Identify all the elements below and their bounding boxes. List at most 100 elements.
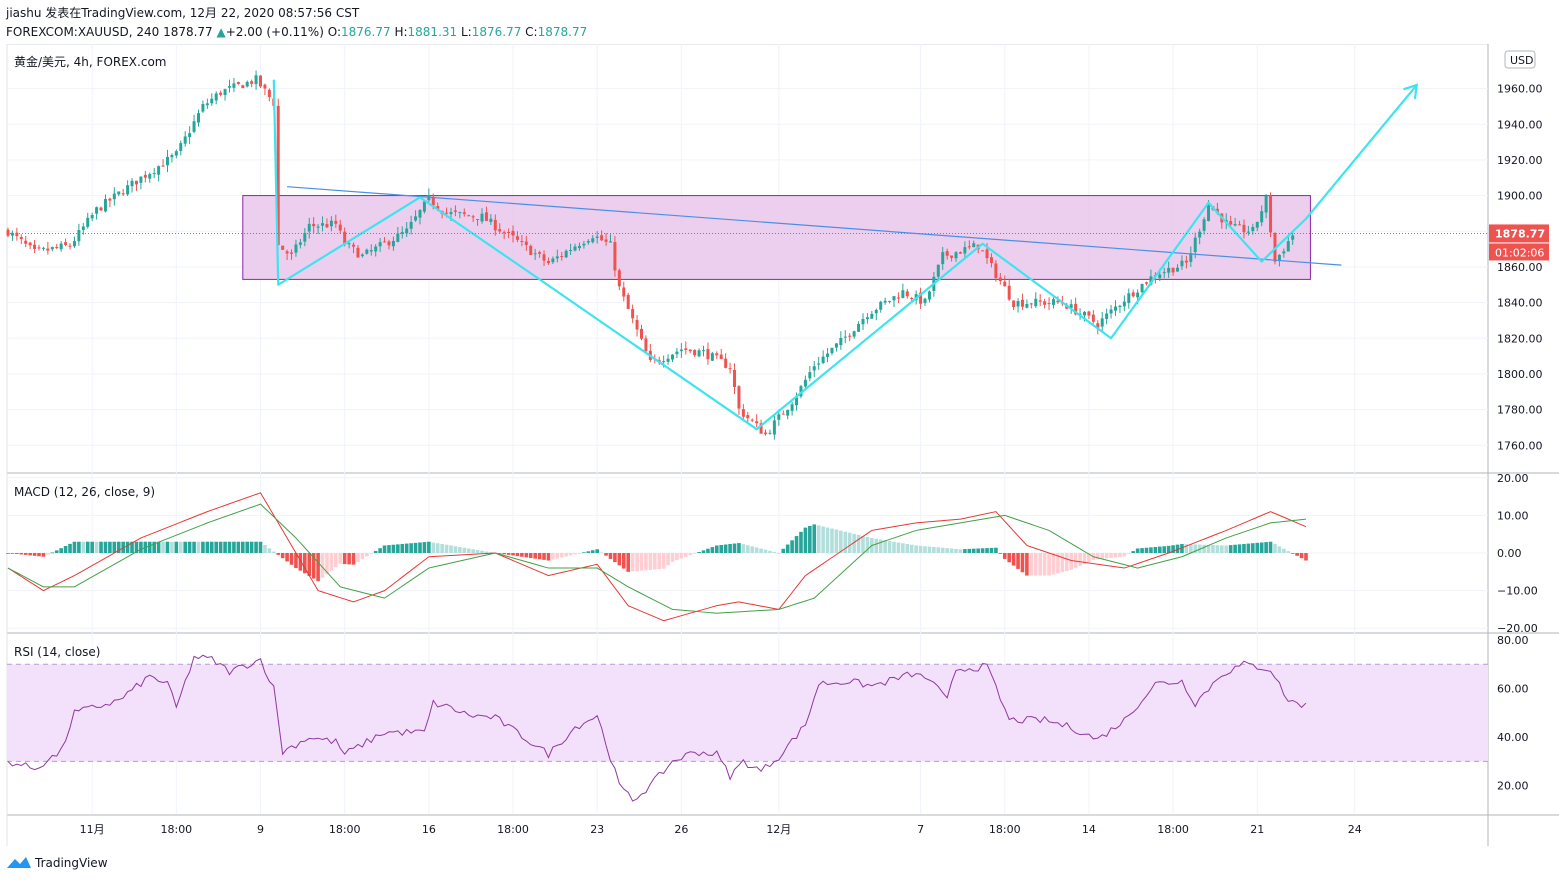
symbol-label[interactable]: FOREXCOM:XAUUSD, 240	[6, 25, 160, 39]
candle-body	[254, 75, 258, 85]
macd-histogram-bar	[635, 553, 639, 572]
macd-histogram-bar	[1060, 553, 1065, 573]
macd-histogram-bar	[896, 542, 901, 553]
candle-body	[679, 349, 683, 352]
macd-histogram-bar	[329, 553, 334, 571]
candle-body	[892, 296, 896, 301]
candle-body	[321, 223, 325, 226]
macd-histogram-bar	[976, 548, 980, 553]
macd-histogram-bar	[949, 548, 954, 553]
current-price-value: 1878.77	[1495, 227, 1545, 240]
candle-body	[1114, 306, 1117, 311]
low-value: 1876.77	[471, 25, 522, 39]
candle-body	[538, 252, 542, 254]
macd-histogram-bar	[546, 553, 551, 561]
x-tick-label: 14	[1082, 823, 1096, 836]
macd-histogram-bar	[214, 541, 219, 553]
macd-histogram-bar	[657, 553, 662, 570]
candle-body	[967, 246, 971, 248]
candle-body	[684, 348, 688, 350]
candle-body	[493, 219, 497, 231]
candle-body	[577, 245, 581, 249]
macd-histogram-bar	[1290, 553, 1295, 554]
macd-histogram-bar	[10, 553, 15, 554]
candle-body	[436, 206, 440, 210]
candle-body	[400, 232, 404, 234]
candle-body	[524, 241, 528, 245]
macd-histogram-bar	[843, 531, 848, 553]
macd-histogram-bar	[914, 545, 918, 553]
macd-histogram-bar	[1304, 553, 1308, 561]
macd-histogram-bar	[360, 553, 365, 560]
candle-body	[152, 173, 156, 175]
macd-histogram-bar	[856, 534, 861, 553]
candle-body	[405, 228, 409, 234]
macd-histogram-bar	[577, 553, 582, 554]
footer-brand[interactable]: TradingView	[6, 856, 108, 870]
macd-histogram-bar	[103, 541, 108, 553]
macd-histogram-bar	[130, 541, 134, 553]
macd-histogram-bar	[652, 553, 657, 570]
candle-body	[706, 349, 710, 360]
macd-histogram-bar	[1202, 544, 1206, 553]
candle-body	[223, 89, 227, 96]
price-pane-title: 黄金/美元, 4h, FOREX.com	[14, 54, 166, 69]
candle-body	[1109, 309, 1113, 314]
candle-body	[1277, 254, 1281, 261]
candle-body	[1242, 224, 1246, 233]
candle-body	[281, 245, 285, 250]
price-tick-label: 1800.00	[1497, 368, 1543, 381]
candle-body	[910, 297, 914, 299]
candle-body	[414, 216, 418, 221]
macd-histogram-bar	[528, 553, 533, 559]
symbol-line: FOREXCOM:XAUUSD, 240 1878.77 ▲+2.00 (+0.…	[6, 23, 587, 42]
candle-body	[1003, 281, 1007, 287]
macd-histogram-bar	[506, 553, 511, 555]
macd-histogram-bar	[1184, 544, 1189, 553]
macd-histogram-bar	[68, 543, 72, 553]
price-tick-label: 1920.00	[1497, 154, 1543, 167]
candle-body	[267, 89, 271, 97]
macd-line	[7, 492, 1307, 622]
macd-histogram-bar	[892, 541, 896, 553]
candle-body	[710, 353, 714, 361]
macd-histogram-bar	[648, 553, 653, 570]
candle-body	[157, 166, 161, 175]
macd-histogram-bar	[1162, 546, 1167, 553]
zigzag-projection-line[interactable]	[272, 79, 1418, 431]
macd-histogram-bar	[1135, 548, 1140, 553]
chart-canvas[interactable]: 11月 18:00 9 18:00 16 18:00 23 26 12月 7 18:00 14 18:0…	[0, 44, 1559, 846]
trendline[interactable]	[287, 186, 1342, 266]
candle-body	[453, 210, 457, 212]
candle-body	[409, 221, 413, 229]
candle-body	[533, 253, 537, 255]
candle-body	[812, 366, 816, 371]
macd-histogram-bar	[1064, 553, 1069, 572]
candle-body	[50, 247, 54, 250]
candle-body	[46, 248, 50, 251]
macd-histogram-bar	[781, 548, 786, 553]
macd-histogram-bar	[316, 553, 320, 582]
macd-histogram-bar	[497, 553, 502, 554]
rsi-line	[7, 654, 1307, 802]
macd-histogram-bar	[90, 541, 94, 553]
macd-histogram-bar	[1140, 548, 1144, 553]
candle-body	[719, 354, 723, 360]
consolidation-zone-rect[interactable]	[242, 195, 1311, 280]
rsi-tick-label: 60.00	[1497, 683, 1529, 696]
candle-body	[422, 201, 426, 212]
currency-button[interactable]	[1504, 50, 1536, 69]
macd-histogram-bar	[249, 541, 254, 553]
candle-body	[263, 84, 267, 89]
macd-histogram-bar	[1286, 551, 1291, 553]
candle-body	[560, 256, 564, 258]
candle-body	[542, 254, 546, 261]
candle-body	[347, 243, 351, 245]
candle-body	[205, 103, 209, 106]
close-value: 1878.77	[537, 25, 588, 39]
macd-histogram-bar	[1166, 545, 1171, 553]
candle-body	[462, 212, 466, 214]
candle-body	[121, 193, 125, 195]
macd-histogram-bar	[989, 547, 994, 553]
macd-histogram-bar	[1282, 548, 1286, 553]
